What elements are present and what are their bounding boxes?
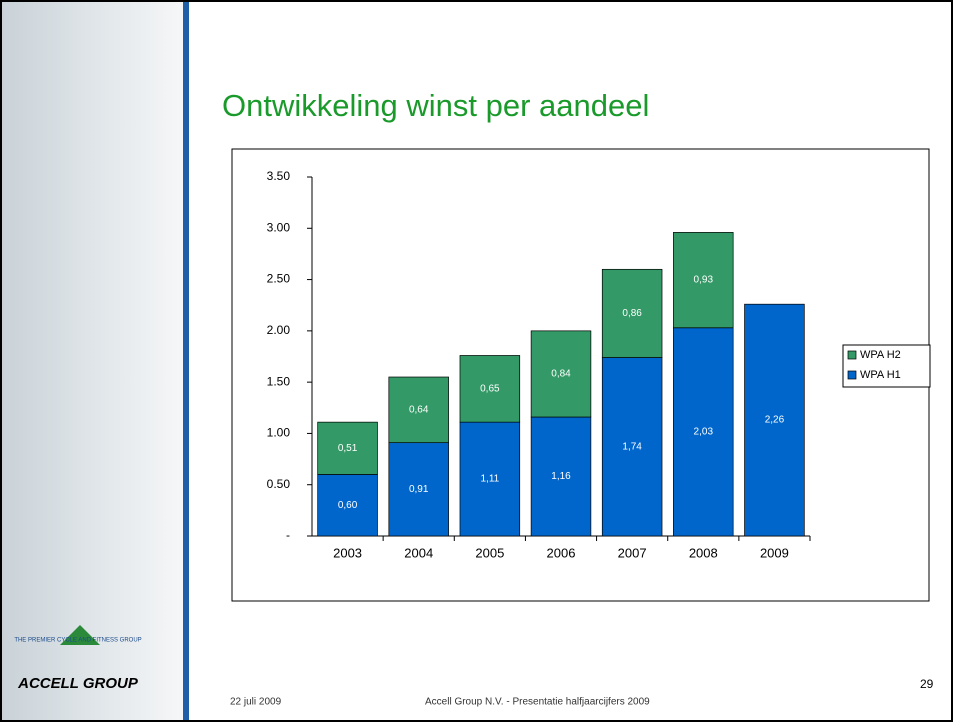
value-label: 0,51 — [338, 443, 358, 454]
logo-mark — [60, 625, 100, 645]
bar-segment — [459, 355, 521, 423]
slide-title: Ontwikkeling winst per aandeel — [222, 88, 649, 123]
bar-segment — [601, 268, 663, 358]
x-tick-label: 2004 — [404, 545, 433, 560]
value-label: 1,11 — [480, 474, 499, 485]
date: 22 juli 2009 — [230, 697, 282, 708]
bar-segment — [388, 442, 449, 537]
bar-segment — [744, 303, 805, 537]
y-tick-label: 3.50 — [267, 169, 291, 183]
bar-segment — [459, 421, 521, 537]
value-label: 1,74 — [622, 441, 642, 452]
x-tick-label: 2008 — [689, 545, 718, 560]
y-tick-label: - — [286, 528, 290, 542]
legend-swatch — [847, 350, 857, 360]
legend-swatch — [847, 370, 857, 380]
y-tick-label: 1.50 — [267, 374, 291, 388]
value-label: 2,26 — [765, 415, 785, 426]
value-label: 2,03 — [694, 427, 714, 438]
value-label: 0,64 — [409, 404, 429, 415]
bar-segment — [601, 357, 663, 537]
legend-label: WPA H1 — [860, 369, 901, 381]
x-tick-label: 2006 — [547, 545, 576, 560]
x-tick-label: 2007 — [618, 545, 647, 560]
value-label: 0,65 — [480, 383, 500, 394]
legend-label: WPA H2 — [860, 349, 901, 361]
value-label: 0,93 — [694, 275, 714, 286]
bar-segment — [673, 327, 734, 537]
logo-ring: THE PREMIER CYCLE AND FITNESS GROUP — [14, 638, 141, 644]
bar-segment — [317, 421, 378, 475]
y-tick-label: 0.50 — [267, 477, 291, 491]
value-label: 0,60 — [338, 500, 358, 511]
legend-box — [842, 344, 931, 388]
logo: ACCELL GROUP — [17, 675, 139, 692]
y-tick-label: 2.00 — [267, 323, 291, 337]
side-bar — [183, 2, 189, 720]
bar-segment — [530, 416, 592, 537]
bar-segment — [388, 376, 449, 444]
y-tick-label: 1.00 — [267, 426, 291, 440]
x-tick-label: 2003 — [333, 545, 362, 560]
y-tick-label: 3.00 — [267, 220, 291, 234]
value-label: 0,86 — [622, 308, 642, 319]
page-number: 29 — [920, 677, 934, 691]
value-label: 1,16 — [551, 471, 571, 482]
value-label: 0,91 — [409, 484, 429, 495]
side-panel — [2, 2, 185, 720]
x-tick-label: 2005 — [475, 545, 504, 560]
bar-segment — [673, 232, 734, 329]
bar-segment — [530, 330, 592, 418]
value-label: 0,84 — [551, 369, 571, 380]
x-tick-label: 2009 — [760, 545, 789, 560]
footer: Accell Group N.V. - Presentatie halfjaar… — [425, 697, 650, 708]
y-tick-label: 2.50 — [267, 272, 291, 286]
